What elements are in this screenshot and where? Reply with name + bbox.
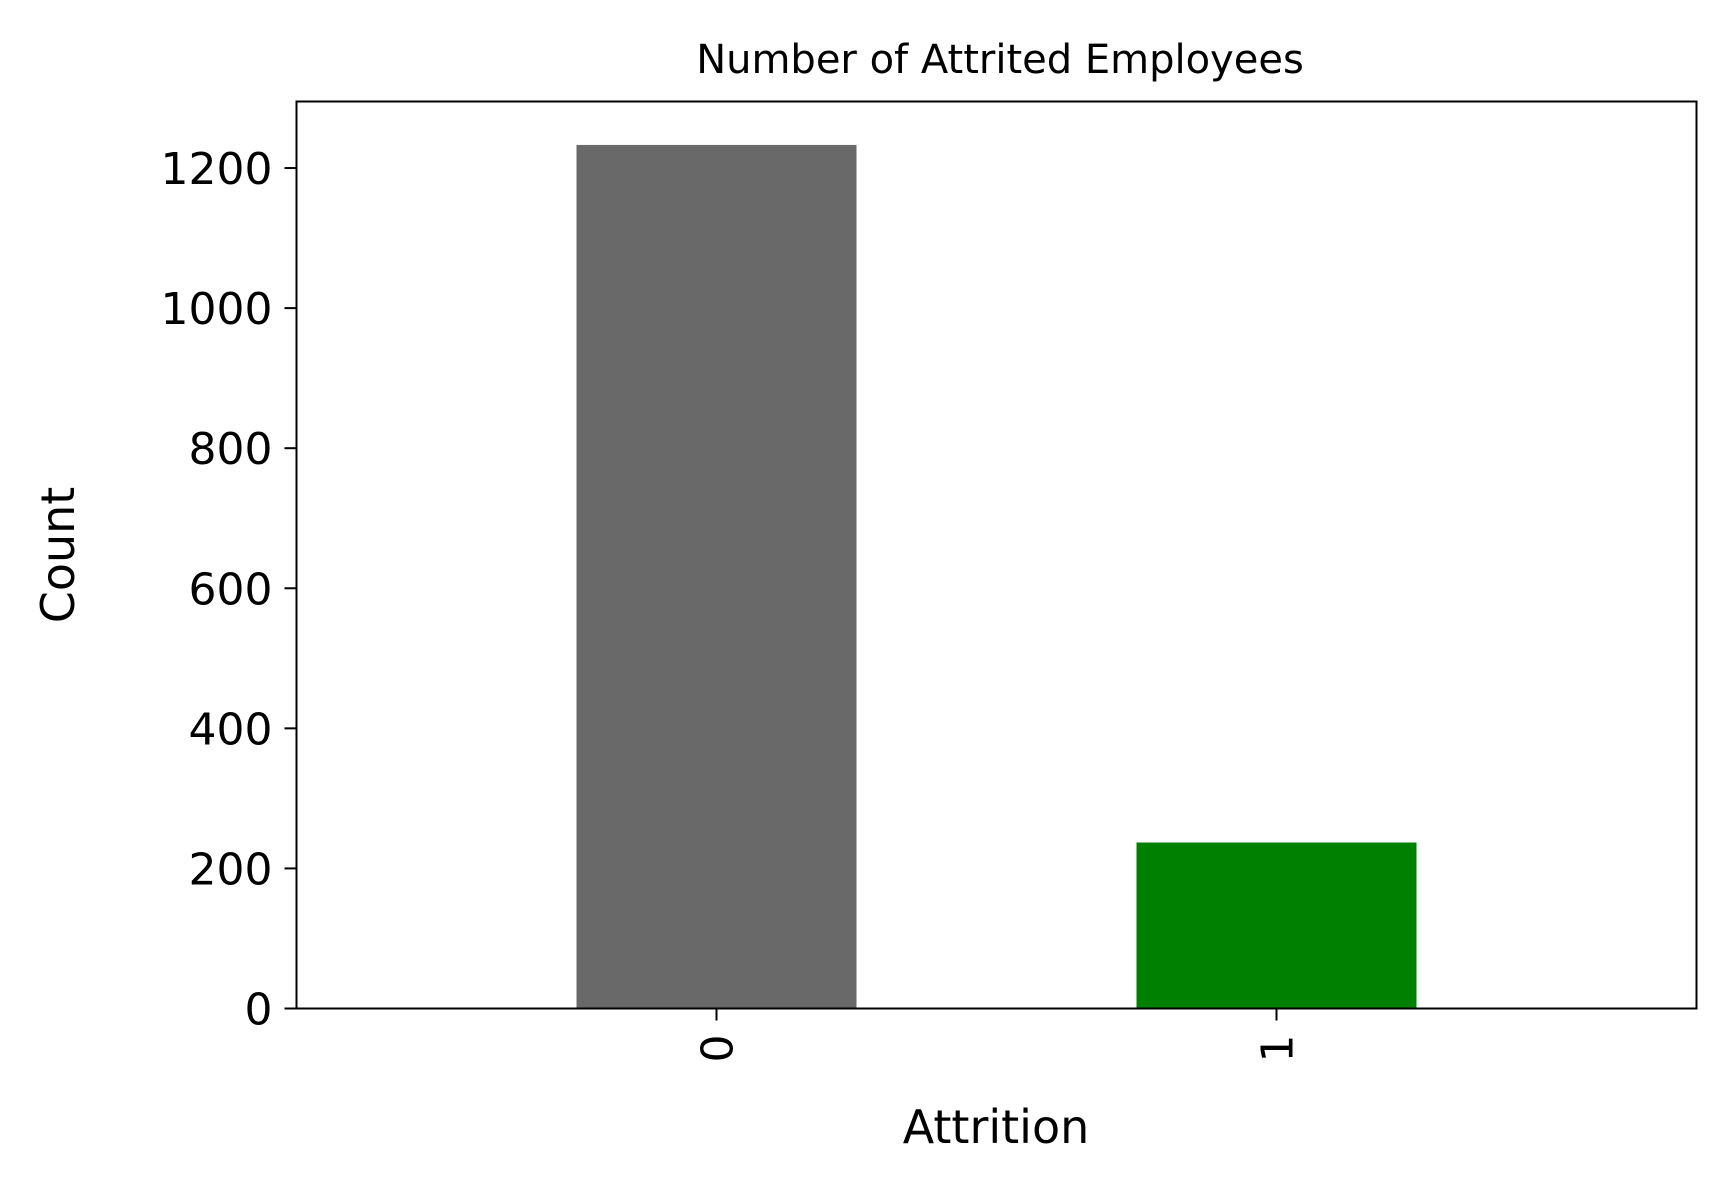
x-tick-label: 0 [693, 1035, 744, 1063]
y-tick-label: 0 [245, 985, 273, 1036]
y-axis-label: Count [31, 487, 85, 624]
bar-0 [576, 144, 857, 1009]
y-tick-label: 1200 [161, 144, 273, 195]
x-tick-label: 1 [1253, 1035, 1304, 1063]
bar-1 [1136, 842, 1417, 1009]
y-tick-label: 200 [189, 844, 273, 895]
y-axis-ticks: 0 200 400 600 800 1000 1200 [161, 144, 297, 1036]
y-tick-label: 1000 [161, 284, 273, 335]
x-axis-label: Attrition [903, 1100, 1090, 1154]
chart-title: Number of Attrited Employees [696, 37, 1304, 83]
bars-layer [576, 144, 1417, 1009]
y-tick-label: 800 [189, 424, 273, 475]
plot-frame [295, 100, 1698, 1010]
y-tick-label: 400 [189, 704, 273, 755]
y-tick-label: 600 [189, 564, 273, 615]
